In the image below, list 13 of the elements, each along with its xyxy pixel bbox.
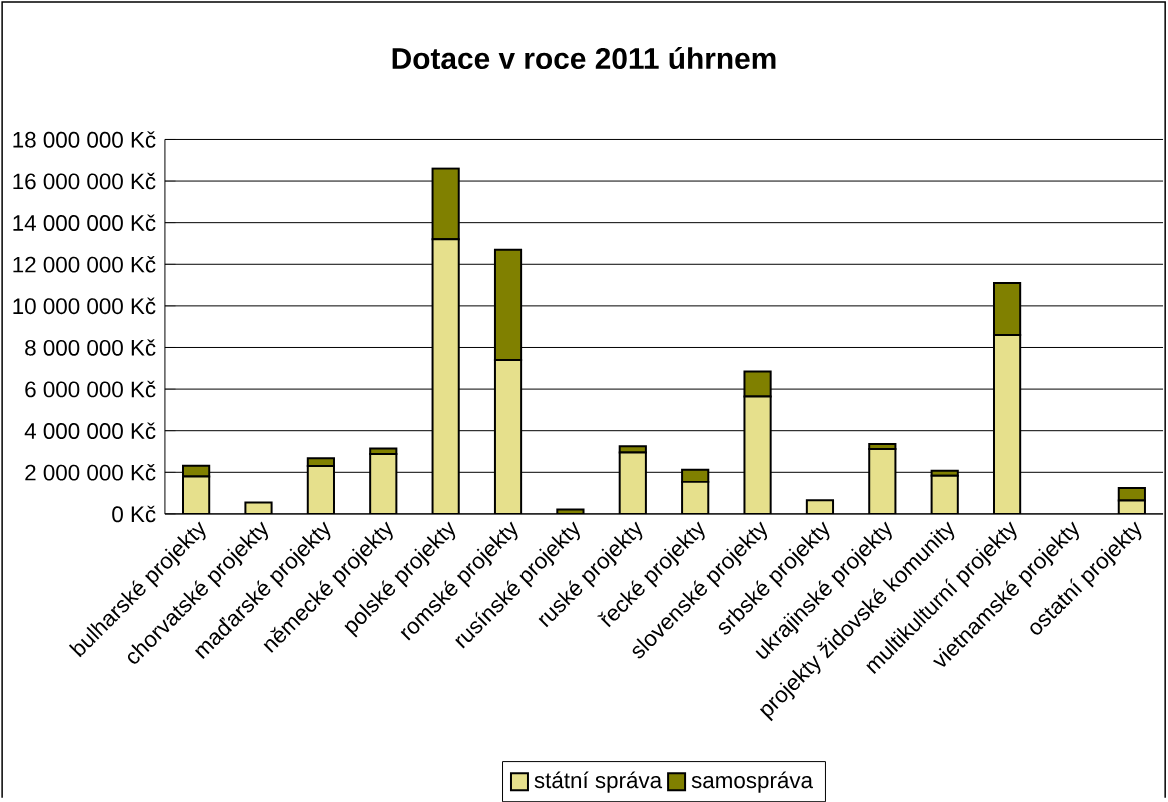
legend-label: státní správa	[534, 771, 663, 793]
y-tick-label: 2 000 000 Kč	[25, 463, 156, 481]
y-tick-label: 14 000 000 Kč	[13, 214, 156, 231]
y-tick-label: 4 000 000 Kč	[24, 422, 156, 439]
y-tick-label: 18 000 000 Kč	[13, 131, 156, 148]
legend-label: samospráva	[691, 771, 813, 793]
chart-title: Dotace v roce 2011 úhrnem	[392, 46, 776, 70]
y-tick-label: 6 000 000 Kč	[25, 380, 156, 398]
y-tick-label: 8 000 000 Kč	[25, 339, 156, 356]
y-tick-label: 10 000 000 Kč	[13, 297, 156, 315]
y-tick-label: 12 000 000 Kč	[13, 255, 156, 273]
y-tick-label: 0 Kč	[112, 505, 156, 523]
y-tick-label: 16 000 000 Kč	[13, 172, 156, 190]
